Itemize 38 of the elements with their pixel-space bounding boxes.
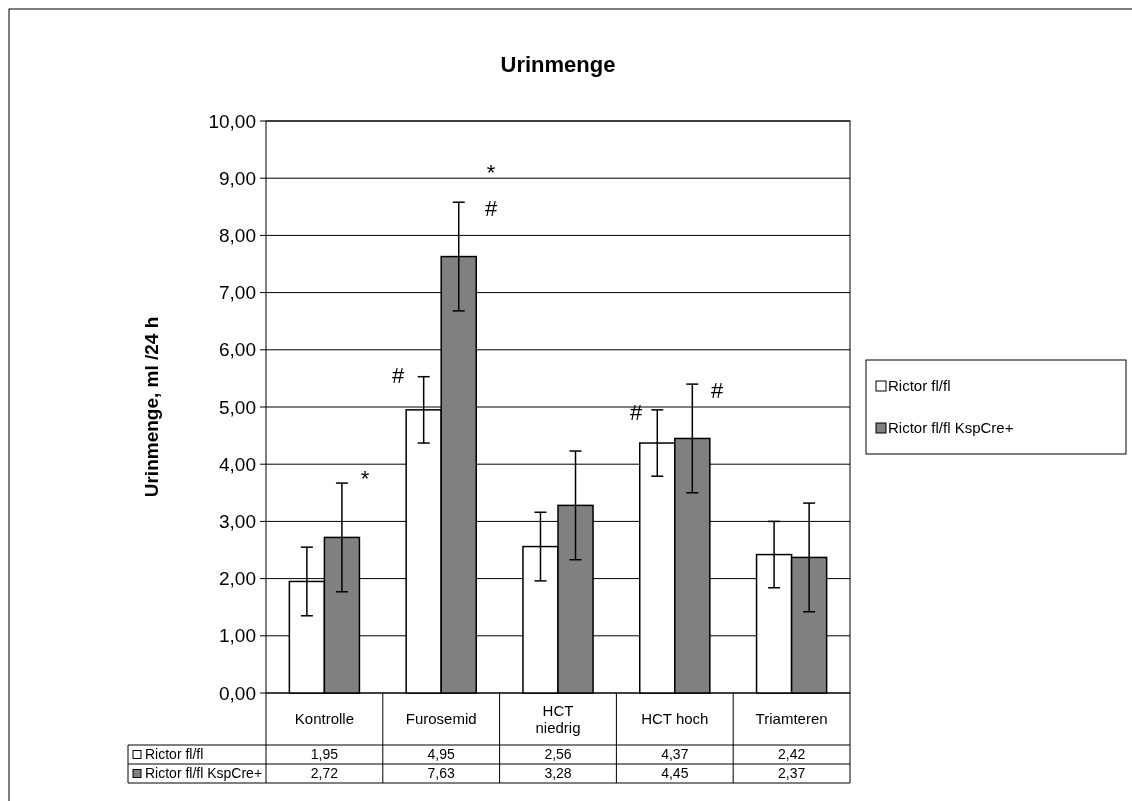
x-tick-label: HCT hoch xyxy=(641,710,709,728)
y-tick-label: 2,00 xyxy=(219,568,256,590)
annotation: * xyxy=(486,160,496,185)
text: Rictor fl/fl xyxy=(145,746,204,763)
y-tick-label: 5,00 xyxy=(219,396,256,418)
data-label: 1,95 xyxy=(310,746,339,763)
data-label: 2,72 xyxy=(310,765,339,782)
data-label: 4,95 xyxy=(427,746,456,763)
data-label: 4,37 xyxy=(661,746,689,763)
y-tick-label: 8,00 xyxy=(219,225,256,247)
y-tick-label: 10,00 xyxy=(208,110,256,132)
text: Rictor fl/fl KspCre+ xyxy=(145,765,263,782)
annotation: # xyxy=(391,363,405,388)
x-tick-label: Furosemid xyxy=(405,710,477,728)
chart-title: Urinmenge xyxy=(500,52,616,77)
annotation: # xyxy=(629,400,643,425)
y-tick-label: 1,00 xyxy=(219,625,256,647)
annotation: # xyxy=(484,196,498,221)
y-axis-title: Urinmenge, ml /24 h xyxy=(141,316,162,498)
y-tick-label: 4,00 xyxy=(219,453,256,475)
data-label: 4,45 xyxy=(661,765,689,782)
data-label: 2,37 xyxy=(777,765,806,782)
y-tick-label: 9,00 xyxy=(219,167,256,189)
data-label: 2,42 xyxy=(777,746,806,763)
y-tick-label: 0,00 xyxy=(219,682,256,704)
data-label: 2,56 xyxy=(544,746,572,763)
y-tick-label: 7,00 xyxy=(219,282,256,304)
x-tick-label: Kontrolle xyxy=(294,710,354,728)
x-tick-label: Triamteren xyxy=(755,710,828,728)
x-tick-label: HCT niedrig xyxy=(535,702,581,736)
y-tick-label: 3,00 xyxy=(219,511,256,533)
annotation: # xyxy=(710,378,724,403)
y-tick-label: 6,00 xyxy=(219,339,256,361)
legend-label: Rictor fl/fl KspCre+ xyxy=(888,419,1014,437)
data-label: 3,28 xyxy=(544,765,572,782)
data-label: 7,63 xyxy=(427,765,456,782)
legend-label: Rictor fl/fl xyxy=(888,377,951,395)
annotation: * xyxy=(360,466,370,491)
